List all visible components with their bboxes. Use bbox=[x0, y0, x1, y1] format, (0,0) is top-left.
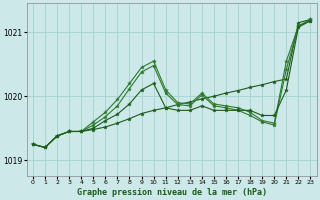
X-axis label: Graphe pression niveau de la mer (hPa): Graphe pression niveau de la mer (hPa) bbox=[77, 188, 267, 197]
